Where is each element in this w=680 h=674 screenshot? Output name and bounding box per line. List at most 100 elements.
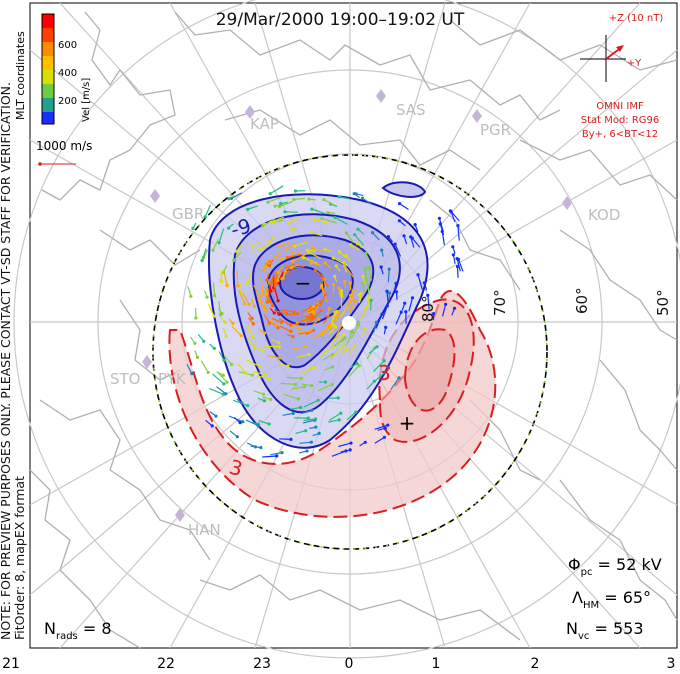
- velocity-vector-origin: [331, 323, 335, 327]
- velocity-vector-origin: [330, 365, 335, 369]
- colorbar-tick-600: 600: [58, 40, 77, 51]
- velocity-vector-origin: [336, 396, 340, 400]
- velocity-vector: [370, 300, 372, 311]
- velocity-vector-origin: [189, 294, 193, 298]
- velocity-vector-origin: [250, 373, 254, 377]
- velocity-vector-origin: [387, 267, 391, 271]
- velocity-vector: [279, 438, 291, 440]
- velocity-vector-origin: [341, 333, 345, 337]
- velocity-vector-origin: [342, 261, 346, 265]
- velocity-vector: [294, 241, 308, 247]
- velocity-vector-origin: [219, 278, 223, 282]
- svg-text:KOD: KOD: [588, 206, 620, 224]
- velocity-vector: [346, 232, 354, 244]
- velocity-vector: [348, 365, 360, 378]
- velocity-vector: [262, 455, 277, 458]
- velocity-vector-origin: [323, 380, 328, 384]
- velocity-vector: [246, 274, 252, 284]
- imf-source: OMNI IMF: [596, 101, 644, 112]
- velocity-vector-origin: [320, 216, 324, 221]
- velocity-vector: [293, 197, 305, 201]
- velocity-vector-origin: [402, 234, 406, 238]
- velocity-vector-origin: [416, 273, 420, 277]
- velocity-vector-origin: [317, 431, 321, 435]
- velocity-vector-origin: [271, 304, 275, 308]
- svg-text:GBR: GBR: [172, 205, 204, 223]
- velocity-vector: [217, 372, 228, 383]
- velocity-vector-origin: [351, 289, 355, 293]
- svg-text:PGR: PGR: [480, 121, 511, 139]
- velocity-vector: [212, 239, 219, 251]
- velocity-vector-origin: [394, 281, 398, 285]
- velocity-vector: [349, 300, 356, 312]
- velocity-vector-origin: [263, 331, 267, 335]
- velocity-vector: [338, 442, 352, 448]
- velocity-vector: [322, 353, 333, 361]
- velocity-vector-origin: [366, 283, 370, 287]
- velocity-vector-origin: [276, 299, 280, 303]
- velocity-vector-origin: [258, 295, 262, 299]
- velocity-vector-origin: [398, 202, 402, 206]
- velocity-vector: [186, 364, 193, 374]
- velocity-vector-origin: [313, 218, 317, 222]
- velocity-vector-origin: [456, 224, 460, 228]
- velocity-vector-origin: [333, 310, 337, 314]
- velocity-vector: [283, 393, 299, 400]
- heppner-maynard-boundary: [152, 154, 548, 550]
- velocity-vector-origin: [338, 311, 342, 315]
- velocity-vector: [373, 360, 385, 372]
- velocity-vector: [311, 208, 327, 215]
- velocity-vector-origin: [276, 326, 280, 330]
- velocity-vector-origin: [309, 440, 313, 444]
- velocity-vector: [323, 199, 335, 206]
- station-gbr: GBR: [150, 189, 204, 223]
- velocity-vector: [237, 363, 247, 374]
- velocity-vector: [375, 313, 383, 329]
- velocity-vector: [301, 366, 315, 374]
- velocity-vector-origin: [223, 320, 227, 324]
- velocity-vector: [374, 424, 388, 430]
- velocity-vector: [438, 218, 444, 232]
- velocity-vector-origin: [348, 448, 352, 452]
- lat-label-50: 50°: [654, 289, 672, 316]
- velocity-vector: [253, 284, 261, 298]
- velocity-vector-origin: [292, 197, 296, 202]
- velocity-vector: [253, 371, 266, 376]
- velocity-vector: [334, 312, 341, 322]
- velocity-vector: [216, 386, 227, 395]
- velocity-vector: [279, 242, 290, 247]
- velocity-vector-origin: [337, 286, 341, 290]
- velocity-vector-origin: [312, 328, 316, 332]
- velocity-vector: [411, 237, 421, 248]
- velocity-vector-origin: [326, 314, 330, 318]
- velocity-vector-origin: [344, 231, 349, 235]
- imf-condition: By+, 6<BT<12: [582, 129, 658, 140]
- velocity-vector-origin: [375, 345, 379, 349]
- velocity-vector-origin: [273, 204, 277, 208]
- velocity-vector-origin: [310, 408, 314, 412]
- velocity-vector-origin: [275, 454, 279, 458]
- velocity-vector-origin: [220, 312, 224, 316]
- velocity-vector-origin: [227, 197, 231, 201]
- velocity-vector-origin: [214, 414, 218, 418]
- velocity-vector-origin: [266, 200, 270, 204]
- svg-text:STO: STO: [110, 370, 141, 388]
- pole-marker: [342, 316, 356, 330]
- velocity-vector-origin: [277, 312, 281, 316]
- velocity-vector-origin: [357, 323, 361, 327]
- station-sas: SAS: [376, 89, 426, 119]
- velocity-vector: [328, 419, 340, 423]
- velocity-vector-origin: [277, 345, 281, 349]
- velocity-vector-origin: [212, 314, 216, 318]
- velocity-vector: [223, 272, 228, 286]
- velocity-vector: [262, 218, 276, 227]
- velocity-vector-origin: [328, 326, 332, 330]
- velocity-vector: [410, 236, 415, 248]
- imf-z-label: +Z (10 nT): [609, 13, 664, 24]
- velocity-vector-origin: [285, 255, 289, 260]
- velocity-vector-origin: [250, 245, 254, 249]
- velocity-vector: [441, 231, 445, 246]
- velocity-vector-origin: [432, 312, 436, 316]
- station-kap: KAP: [245, 105, 279, 133]
- velocity-vector-origin: [440, 229, 444, 234]
